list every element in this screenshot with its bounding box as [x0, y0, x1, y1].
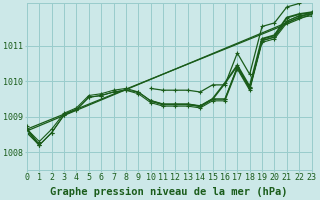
- X-axis label: Graphe pression niveau de la mer (hPa): Graphe pression niveau de la mer (hPa): [51, 186, 288, 197]
